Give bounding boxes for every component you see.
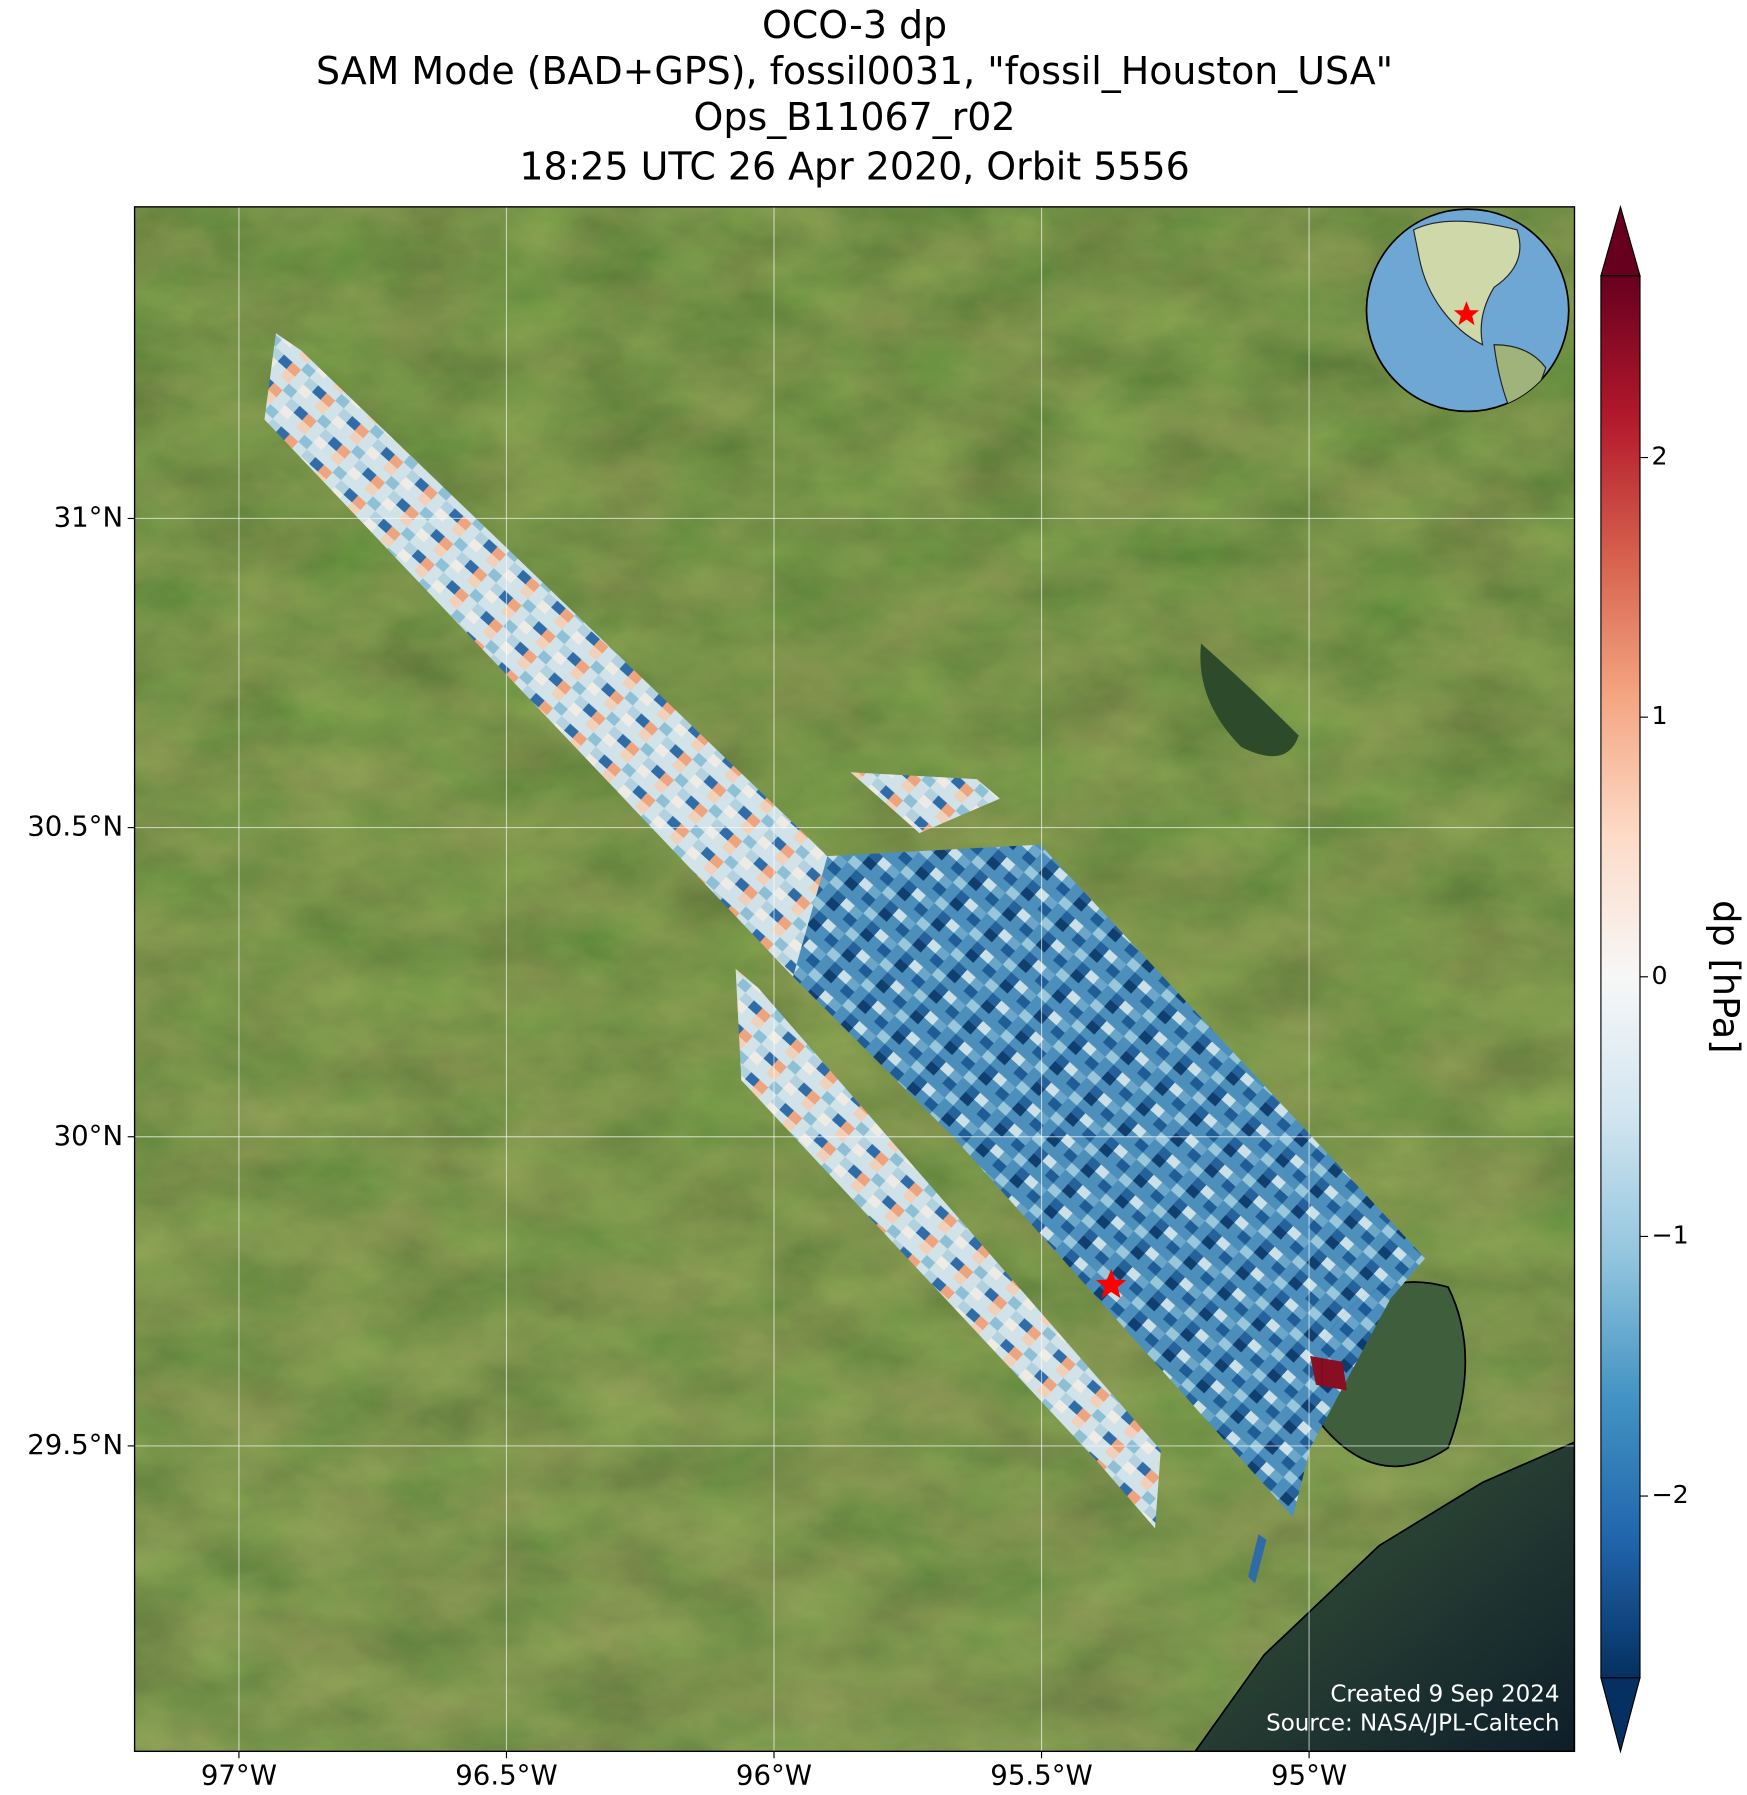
x-tick-label: 95.5°W [990, 1759, 1092, 1792]
swaths [264, 333, 1426, 1584]
x-tick-label: 96.5°W [455, 1759, 557, 1792]
north-america [1412, 220, 1521, 346]
credit-line: Created 9 Sep 2024 [1330, 1682, 1559, 1708]
title-line: 18:25 UTC 26 Apr 2020, Orbit 5556 [519, 144, 1189, 188]
map-frame [133, 206, 1576, 1753]
colorbar-tick-label: −1 [1651, 1220, 1688, 1249]
swath [1310, 1356, 1347, 1391]
colorbar-tick-label: 2 [1651, 442, 1667, 471]
x-tick-label: 95°W [1271, 1759, 1347, 1792]
colorbar: −2 −1 0 1 2 dp [hPa] [1600, 204, 1747, 1754]
title-line: SAM Mode (BAD+GPS), fossil0031, "fossil_… [316, 49, 1393, 93]
title-line: OCO-3 dp [762, 3, 947, 47]
colorbar-scale [1600, 275, 1641, 1679]
gulf-water [1194, 1441, 1575, 1752]
swath [264, 333, 828, 977]
x-tick-label: 97°W [201, 1759, 277, 1792]
swath [793, 844, 1426, 1517]
colorbar-extend-bottom [1600, 1677, 1641, 1754]
y-tick-label: 31°N [54, 500, 124, 533]
y-tick-label: 29.5°N [27, 1428, 123, 1461]
globe-inset [1365, 208, 1570, 413]
colorbar-tick-label: 1 [1651, 701, 1667, 730]
swath [850, 772, 1000, 834]
colorbar-extend-top [1600, 204, 1641, 277]
colorbar-tick-label: −2 [1651, 1480, 1688, 1509]
x-tick-label: 96°W [736, 1759, 812, 1792]
lake [1200, 643, 1299, 757]
axes-labels: 97°W 96.5°W 96°W 95.5°W 95°W 29.5°N 30°N 30.5°N… [27, 500, 1347, 1791]
site-marker [1095, 1269, 1127, 1299]
title-line: Ops_B11067_r02 [694, 95, 1016, 139]
globe-marker [1453, 301, 1480, 326]
swath [735, 968, 1161, 1529]
y-tick-label: 30.5°N [27, 810, 123, 843]
swath [1248, 1534, 1267, 1584]
colorbar-label: dp [hPa] [1704, 900, 1747, 1053]
y-tick-label: 30°N [54, 1119, 124, 1152]
colorbar-tick-label: 0 [1651, 961, 1667, 990]
map-area [134, 206, 1575, 1752]
grid [134, 206, 1575, 1752]
credit-line: Source: NASA/JPL-Caltech [1266, 1710, 1559, 1736]
